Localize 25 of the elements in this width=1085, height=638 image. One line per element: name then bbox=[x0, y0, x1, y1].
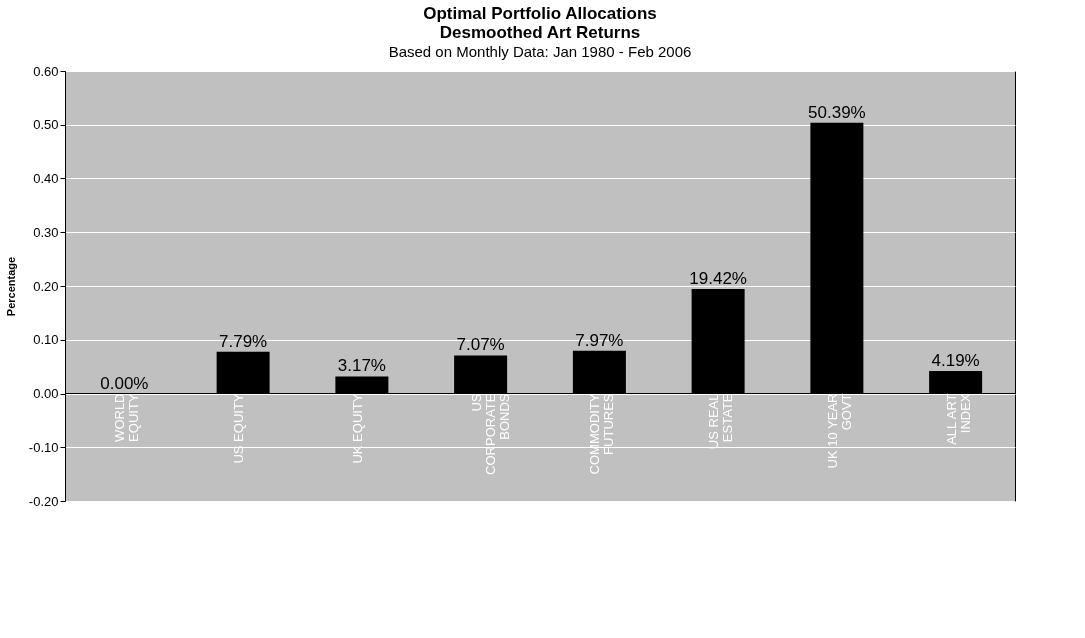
chart-subtitle: Based on Monthly Data: Jan 1980 - Feb 2006 bbox=[388, 43, 692, 60]
data-label: 19.42% bbox=[689, 269, 747, 289]
data-label: 3.17% bbox=[337, 356, 386, 376]
data-label: 0.00% bbox=[100, 373, 149, 393]
y-tick-label: 0.10 bbox=[33, 332, 59, 348]
x-tick-label: US CORPORATE BONDS bbox=[468, 393, 512, 475]
data-label: 7.79% bbox=[219, 331, 268, 351]
y-axis-title: Percentage bbox=[4, 256, 17, 317]
data-label: 50.39% bbox=[808, 102, 866, 122]
y-tick-label: 0.40 bbox=[33, 171, 59, 186]
y-tick-label: 0.20 bbox=[33, 278, 59, 294]
x-tick-label: WORLD EQUITY bbox=[112, 393, 142, 442]
chart-title: Optimal Portfolio Allocations Desmoothed Art Returns bbox=[423, 4, 657, 42]
y-tick-label: -0.10 bbox=[28, 439, 59, 455]
data-label: 7.97% bbox=[575, 330, 624, 350]
x-tick-label: COMMODITY FUTURES bbox=[587, 393, 617, 475]
x-tick-label: ALL ART INDEX bbox=[943, 393, 973, 445]
y-tick-label: -0.20 bbox=[28, 493, 59, 509]
x-tick-label: UK 10 YEAR GOVT bbox=[824, 393, 854, 469]
y-tick-label: 0.00 bbox=[33, 386, 59, 401]
data-label: 7.07% bbox=[456, 335, 505, 355]
y-tick-label: 0.30 bbox=[33, 224, 59, 240]
y-tick-label: 0.50 bbox=[33, 117, 59, 133]
y-tick-label: 0.60 bbox=[33, 63, 59, 79]
data-label: 4.19% bbox=[931, 350, 980, 370]
